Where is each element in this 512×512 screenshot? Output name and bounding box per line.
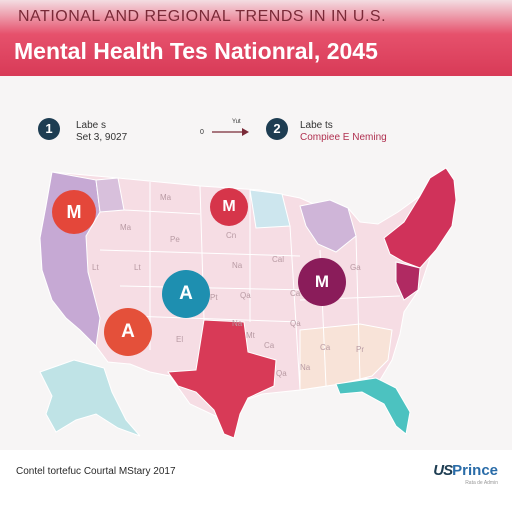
header-banner: NATIONAL AND REGIONAL TRENDS IN IN U.S. … <box>0 0 512 76</box>
marker-m-west[interactable]: M <box>52 190 96 234</box>
state-label: Mt <box>246 331 256 340</box>
page-title: Mental Health Tes Nationral, 2045 <box>14 38 378 64</box>
state-label: Ca <box>320 343 331 352</box>
state-label: Ca <box>290 289 301 298</box>
legend-1-line1: Labe s <box>76 120 107 131</box>
state-label: Qa <box>276 369 287 378</box>
state-label: Pr <box>356 345 364 354</box>
footer: Contel tortefuc Courtal MStary 2017 USPr… <box>0 450 512 512</box>
florida-region <box>335 377 411 435</box>
arrow-right-icon <box>212 128 249 136</box>
state-label: Na <box>232 261 243 270</box>
legend-1-line2: Set 3, 9027 <box>76 132 128 143</box>
logo-part-1: US <box>433 462 453 479</box>
state-label: Ma <box>120 223 132 232</box>
state-label: El <box>176 335 183 344</box>
state-label: Lt <box>134 263 141 272</box>
legend-2-line1: Labe ts <box>300 120 333 131</box>
logo-part-2: Prince <box>452 462 498 479</box>
header-subtitle: NATIONAL AND REGIONAL TRENDS IN IN U.S. <box>18 8 387 25</box>
state-label: Ca <box>264 341 275 350</box>
state-label: Pt <box>210 293 218 302</box>
marker-m-east[interactable]: M <box>298 258 346 306</box>
legend-number-1: 1 <box>38 118 60 140</box>
state-label: Ga <box>350 263 361 272</box>
marker-a-southwest[interactable]: A <box>104 308 152 356</box>
legend-2-line2: Compiee E Neming <box>300 132 387 143</box>
state-label: Lt <box>92 263 99 272</box>
marker-a-central[interactable]: A <box>162 270 210 318</box>
texas-region <box>167 319 277 439</box>
alaska-region <box>39 359 141 437</box>
state-label: Qa <box>290 319 301 328</box>
legend-number-2: 2 <box>266 118 288 140</box>
logo-subtext: Rata de Admin <box>465 480 498 486</box>
brand-logo: USPrince Rata de Admin <box>433 462 498 486</box>
state-label: Pe <box>170 235 180 244</box>
source-caption: Contel tortefuc Courtal MStary 2017 <box>16 466 176 477</box>
state-label: Ma <box>160 193 172 202</box>
great-lakes-region <box>299 199 357 253</box>
legend-arrow-label: Yut <box>232 119 241 125</box>
northeast-region <box>383 167 457 269</box>
mid-atlantic-region <box>395 261 421 301</box>
state-label: Na <box>232 319 243 328</box>
southeast-region <box>299 323 393 391</box>
state-label: Cal <box>272 255 284 264</box>
marker-m-north[interactable]: M <box>210 188 248 226</box>
state-label: Qa <box>240 291 251 300</box>
state-label: Cn <box>226 231 236 240</box>
state-label: Na <box>300 363 311 372</box>
legend-arrow-zero: 0 <box>200 129 204 136</box>
